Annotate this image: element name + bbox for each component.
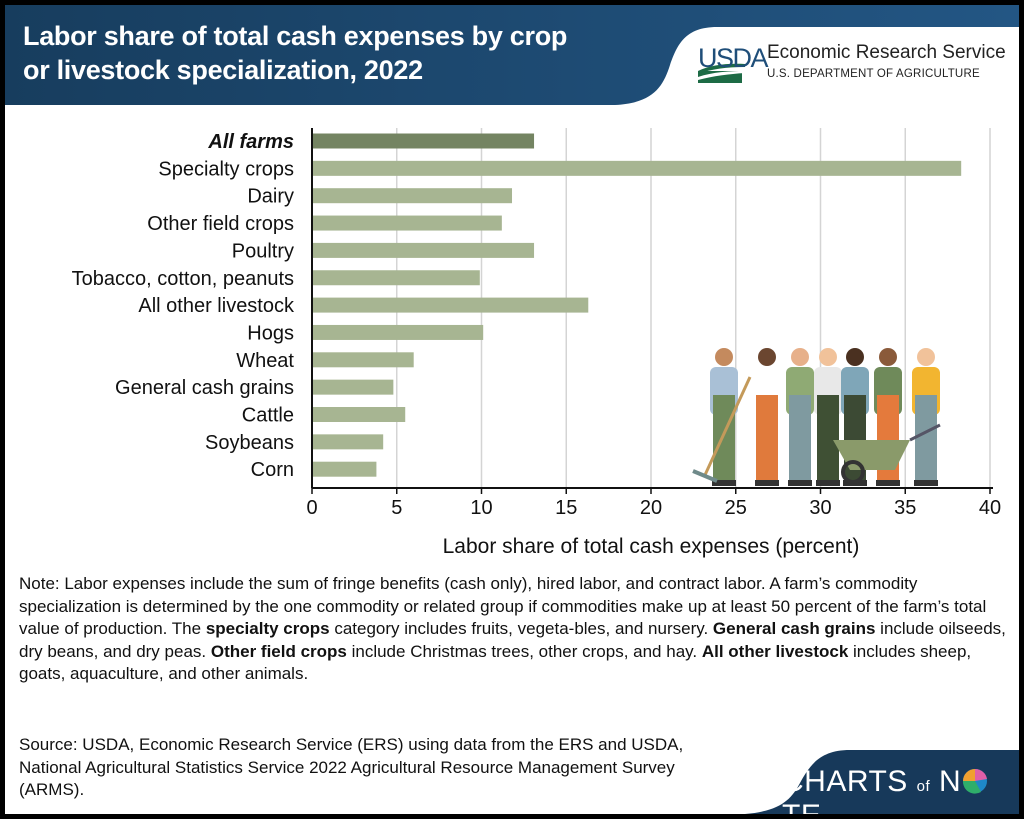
x-tick-label: 10 bbox=[470, 497, 492, 519]
x-tick-label: 20 bbox=[640, 497, 662, 519]
category-label: Poultry bbox=[232, 240, 294, 262]
bar bbox=[312, 379, 394, 395]
category-label: Soybeans bbox=[205, 432, 294, 454]
chart-title: Labor share of total cash expenses by cr… bbox=[23, 21, 568, 85]
category-label: All other livestock bbox=[138, 295, 295, 317]
agency-name: Economic Research Service bbox=[767, 42, 1006, 63]
category-label: Cattle bbox=[242, 405, 294, 427]
chart-note: Note: Labor expenses include the sum of … bbox=[19, 574, 1006, 683]
x-tick-label: 25 bbox=[725, 497, 747, 519]
footer-band bbox=[745, 750, 1019, 814]
bar bbox=[312, 352, 414, 368]
chart-source: Source: USDA, Economic Research Service … bbox=[19, 735, 684, 799]
department-name: U.S. DEPARTMENT OF AGRICULTURE bbox=[767, 68, 980, 80]
x-tick-label: 15 bbox=[555, 497, 577, 519]
x-tick-label: 5 bbox=[391, 497, 402, 519]
x-tick-label: 40 bbox=[979, 497, 1001, 519]
charts-of-note-logo: CHARTS of NTE bbox=[782, 765, 1019, 814]
x-tick-label: 0 bbox=[306, 497, 317, 519]
header-band bbox=[5, 5, 1019, 105]
usda-logo-text: USDA bbox=[698, 43, 769, 73]
category-label: Dairy bbox=[247, 186, 294, 208]
x-tick-label: 30 bbox=[809, 497, 831, 519]
bar bbox=[312, 297, 589, 313]
category-label: Corn bbox=[251, 459, 294, 481]
bar bbox=[312, 133, 535, 149]
bar bbox=[312, 242, 535, 258]
infographic: Labor share of total cash expenses by cr… bbox=[5, 5, 1019, 814]
category-label: Hogs bbox=[247, 322, 294, 344]
bar bbox=[312, 215, 502, 231]
farm-workers-illustration-icon bbox=[692, 348, 941, 486]
bar bbox=[312, 407, 406, 422]
x-tick-label: 35 bbox=[894, 497, 916, 519]
category-label: Wheat bbox=[236, 350, 294, 372]
category-label: All farms bbox=[207, 131, 294, 153]
category-label: Tobacco, cotton, peanuts bbox=[72, 268, 294, 290]
bar bbox=[312, 461, 377, 477]
bar bbox=[312, 160, 962, 176]
bar bbox=[312, 270, 480, 286]
category-label: Other field crops bbox=[147, 213, 294, 235]
category-label: General cash grains bbox=[115, 377, 294, 399]
bar bbox=[312, 188, 513, 204]
bar bbox=[312, 434, 384, 450]
bar-chart: 0 5 10 15 20 25 30 35 40 All farms Specialty crops… bbox=[72, 128, 1001, 558]
category-label: Specialty crops bbox=[158, 158, 294, 180]
bar bbox=[312, 324, 484, 340]
usda-logo-icon bbox=[698, 63, 745, 83]
pie-logo-icon bbox=[963, 768, 988, 794]
x-axis-title: Labor share of total cash expenses (perc… bbox=[443, 535, 860, 558]
